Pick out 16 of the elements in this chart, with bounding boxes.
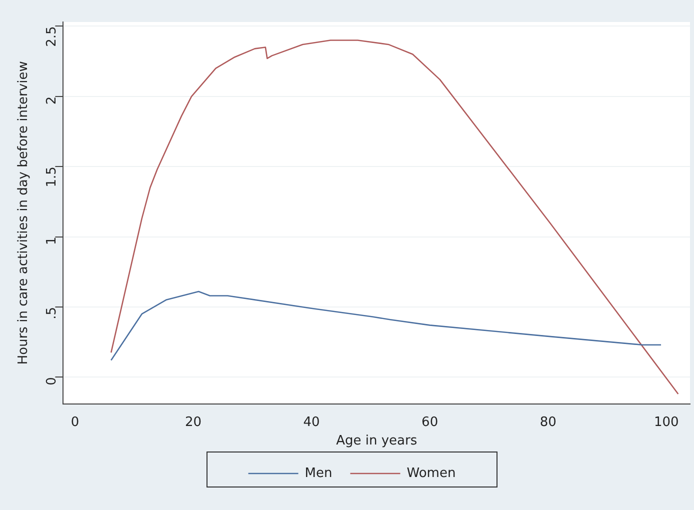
x-axis-title: Age in years	[336, 434, 418, 449]
y-tick-label: 1	[44, 236, 60, 246]
y-tick-label: 1.5	[44, 166, 60, 188]
x-tick-label: 40	[303, 414, 320, 430]
y-tick-label: 2	[44, 96, 60, 105]
y-tick-label: 2.5	[44, 26, 60, 47]
x-tick-label: 60	[422, 414, 438, 430]
x-tick-label: 80	[540, 414, 556, 430]
y-tick-label: .5	[44, 306, 60, 320]
legend-label: Men	[304, 466, 332, 481]
y-axis-title: Hours in care activities in day before interview	[16, 60, 32, 365]
x-tick-label: 0	[70, 414, 80, 430]
legend-label: Women	[406, 466, 456, 481]
x-tick-label: 100	[654, 414, 679, 430]
x-tick-label: 20	[185, 414, 202, 430]
y-tick-label: 0	[44, 377, 60, 386]
